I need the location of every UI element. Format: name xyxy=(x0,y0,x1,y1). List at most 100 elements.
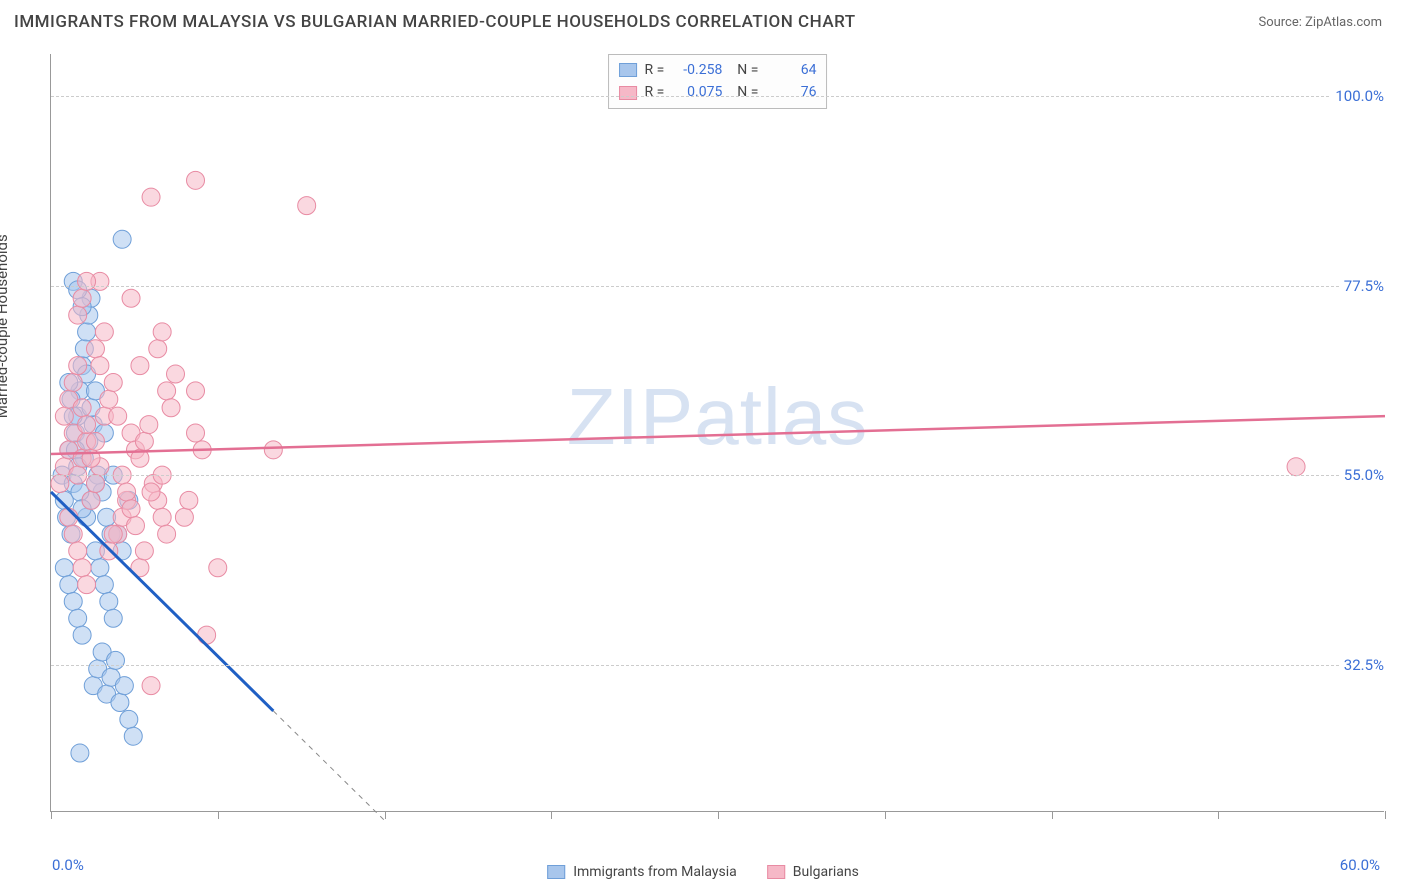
title-bar: IMMIGRANTS FROM MALAYSIA VS BULGARIAN MA… xyxy=(0,0,1406,40)
scatter-point-malaysia xyxy=(120,710,138,728)
legend-item-bulgarians: Bulgarians xyxy=(767,864,859,880)
r-value-malaysia: -0.258 xyxy=(672,59,722,81)
swatch-bulgarians-icon xyxy=(767,865,785,879)
x-tick xyxy=(51,811,52,819)
gridline xyxy=(51,475,1384,476)
scatter-point-bulgarians xyxy=(142,677,160,695)
scatter-point-bulgarians xyxy=(78,416,96,434)
scatter-point-bulgarians xyxy=(131,357,149,375)
scatter-point-bulgarians xyxy=(149,340,167,358)
x-tick xyxy=(1052,811,1053,819)
x-tick xyxy=(385,811,386,819)
x-tick xyxy=(218,811,219,819)
scatter-point-bulgarians xyxy=(86,475,104,493)
swatch-malaysia xyxy=(619,63,637,77)
legend-item-malaysia: Immigrants from Malaysia xyxy=(547,864,737,880)
y-tick-label: 32.5% xyxy=(1340,656,1388,674)
scatter-point-bulgarians xyxy=(142,483,160,501)
plot-svg xyxy=(51,54,1384,811)
x-tick xyxy=(1385,811,1386,819)
regression-line-bulgarians xyxy=(51,416,1385,454)
scatter-point-bulgarians xyxy=(73,399,91,417)
scatter-point-bulgarians xyxy=(140,416,158,434)
y-tick-label: 100.0% xyxy=(1331,87,1388,105)
scatter-point-malaysia xyxy=(113,230,131,248)
scatter-point-bulgarians xyxy=(158,525,176,543)
scatter-point-malaysia xyxy=(106,651,124,669)
scatter-point-bulgarians xyxy=(162,399,180,417)
r-label: R = xyxy=(645,81,665,103)
n-value-bulgarians: 76 xyxy=(766,81,816,103)
scatter-point-malaysia xyxy=(91,559,109,577)
scatter-point-malaysia xyxy=(95,576,113,594)
gridline xyxy=(51,96,1384,97)
r-label: R = xyxy=(645,59,665,81)
scatter-point-bulgarians xyxy=(86,340,104,358)
scatter-point-bulgarians xyxy=(298,197,316,215)
scatter-point-bulgarians xyxy=(167,365,185,383)
scatter-point-bulgarians xyxy=(153,508,171,526)
chart-container: IMMIGRANTS FROM MALAYSIA VS BULGARIAN MA… xyxy=(0,0,1406,892)
scatter-point-malaysia xyxy=(60,576,78,594)
correlation-row-bulgarians: R = 0.075 N = 76 xyxy=(619,81,817,103)
scatter-point-bulgarians xyxy=(122,500,140,518)
scatter-point-bulgarians xyxy=(95,323,113,341)
source-attribution: Source: ZipAtlas.com xyxy=(1258,15,1382,30)
x-tick xyxy=(1218,811,1219,819)
y-axis-title: Married-couple Households xyxy=(0,234,11,418)
scatter-point-bulgarians xyxy=(187,382,205,400)
scatter-point-bulgarians xyxy=(264,441,282,459)
r-value-bulgarians: 0.075 xyxy=(672,81,722,103)
scatter-point-bulgarians xyxy=(91,357,109,375)
x-tick xyxy=(551,811,552,819)
swatch-malaysia-icon xyxy=(547,865,565,879)
n-label: N = xyxy=(730,59,758,81)
scatter-point-malaysia xyxy=(115,677,133,695)
y-tick-label: 77.5% xyxy=(1340,277,1388,295)
swatch-bulgarians xyxy=(619,86,637,100)
scatter-point-bulgarians xyxy=(109,407,127,425)
scatter-point-malaysia xyxy=(71,744,89,762)
x-tick xyxy=(718,811,719,819)
scatter-point-bulgarians xyxy=(73,559,91,577)
scatter-point-bulgarians xyxy=(135,542,153,560)
scatter-point-bulgarians xyxy=(209,559,227,577)
scatter-point-bulgarians xyxy=(82,491,100,509)
gridline xyxy=(51,665,1384,666)
scatter-point-bulgarians xyxy=(142,188,160,206)
x-axis-min-label: 0.0% xyxy=(52,856,84,874)
scatter-point-bulgarians xyxy=(153,323,171,341)
scatter-point-bulgarians xyxy=(198,626,216,644)
correlation-legend: R = -0.258 N = 64 R = 0.075 N = 76 xyxy=(608,54,828,109)
scatter-point-bulgarians xyxy=(78,576,96,594)
scatter-point-bulgarians xyxy=(104,373,122,391)
scatter-point-malaysia xyxy=(64,592,82,610)
scatter-point-bulgarians xyxy=(175,508,193,526)
scatter-point-bulgarians xyxy=(126,517,144,535)
scatter-point-malaysia xyxy=(100,592,118,610)
scatter-point-bulgarians xyxy=(51,475,69,493)
n-label: N = xyxy=(730,81,758,103)
plot-region: ZIPatlas R = -0.258 N = 64 R = 0.075 N =… xyxy=(50,54,1384,812)
scatter-point-bulgarians xyxy=(122,289,140,307)
scatter-point-bulgarians xyxy=(100,390,118,408)
n-value-malaysia: 64 xyxy=(766,59,816,81)
gridline xyxy=(51,286,1384,287)
scatter-point-malaysia xyxy=(111,694,129,712)
scatter-point-bulgarians xyxy=(135,432,153,450)
scatter-point-malaysia xyxy=(73,626,91,644)
scatter-point-bulgarians xyxy=(118,483,136,501)
scatter-point-malaysia xyxy=(55,559,73,577)
chart-title: IMMIGRANTS FROM MALAYSIA VS BULGARIAN MA… xyxy=(14,12,856,32)
x-tick xyxy=(885,811,886,819)
scatter-point-bulgarians xyxy=(69,306,87,324)
x-axis-max-label: 60.0% xyxy=(1340,856,1380,874)
scatter-point-malaysia xyxy=(78,323,96,341)
scatter-point-bulgarians xyxy=(158,382,176,400)
scatter-point-malaysia xyxy=(104,609,122,627)
legend-label-bulgarians: Bulgarians xyxy=(793,864,859,880)
scatter-point-bulgarians xyxy=(78,272,96,290)
scatter-point-bulgarians xyxy=(180,491,198,509)
y-tick-label: 55.0% xyxy=(1340,466,1388,484)
scatter-point-bulgarians xyxy=(104,525,122,543)
